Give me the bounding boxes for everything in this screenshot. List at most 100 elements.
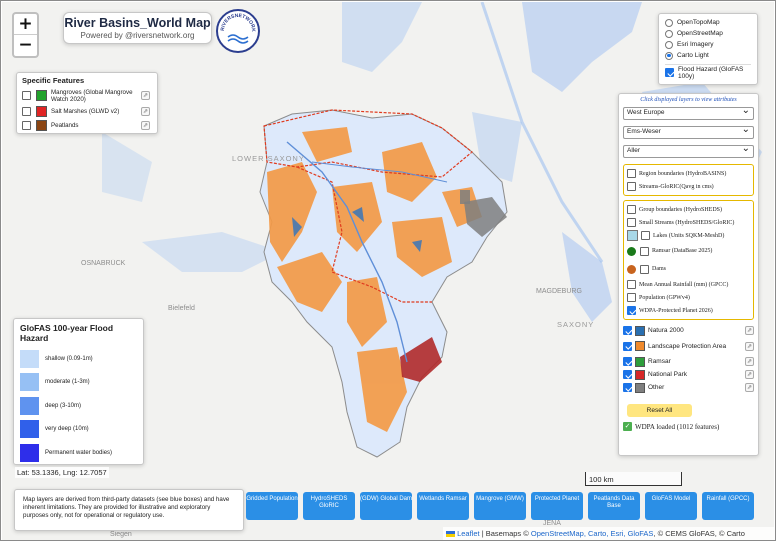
- glofas-model-button[interactable]: GloFAS Model: [645, 492, 697, 520]
- flood-overlay-toggle[interactable]: Flood Hazard (GloFAS 100y): [665, 66, 751, 80]
- coordinates-readout: Lat: 53.1336, Lng: 12.7057: [15, 467, 109, 478]
- wdpa-checkbox[interactable]: [623, 357, 632, 366]
- hydrosheds-gloric-button[interactable]: HydroSHEDS GloRIC: [303, 492, 355, 520]
- wdpa-checkbox[interactable]: [623, 341, 632, 351]
- basemap-option[interactable]: OpenTopoMap: [665, 17, 751, 28]
- attribution-sep: | Basemaps ©: [479, 529, 531, 538]
- zoom-out-button[interactable]: −: [18, 35, 33, 55]
- city-label: Bielefeld: [168, 305, 195, 312]
- layer-row[interactable]: Dams: [627, 260, 750, 278]
- pin-icon[interactable]: ⇗: [141, 106, 150, 116]
- pin-icon[interactable]: ⇗: [141, 120, 150, 130]
- salt-marshes-label: Salt Marshes (GLWD v2): [51, 107, 120, 115]
- wdpa-row[interactable]: Landscape Protection Area ⇗: [623, 337, 754, 355]
- layer-label: Group boundaries (HydroSHEDS): [639, 206, 722, 213]
- pin-icon[interactable]: ⇗: [745, 370, 754, 379]
- radio-button[interactable]: [665, 40, 673, 49]
- peatlands-label: Peatlands: [51, 121, 79, 129]
- region-select[interactable]: West Europe: [623, 105, 754, 120]
- radio-button[interactable]: [665, 18, 673, 27]
- reset-all-button[interactable]: Reset All: [627, 404, 692, 417]
- gridded-population-button[interactable]: Gridded Population: [246, 492, 298, 520]
- wdpa-categories: Natura 2000 ⇗ Landscape Protection Area ⇗ …: [623, 324, 754, 394]
- wdpa-status: ✓ WDPA loaded (1012 features): [623, 422, 754, 431]
- basemap-switcher: OpenTopoMap OpenStreetMap Esri Imagery C…: [658, 13, 758, 85]
- wdpa-swatch: [635, 325, 645, 336]
- pin-icon[interactable]: ⇗: [745, 341, 754, 351]
- mangroves-label: Mangroves (Global Mangrove Watch 2020): [51, 88, 133, 103]
- layer-label: Population (GPWv4): [639, 294, 690, 301]
- attribution-links[interactable]: OpenStreetMap, Carto, Esri, GloFAS: [530, 529, 654, 538]
- layer-checkbox[interactable]: [627, 306, 636, 315]
- layer-checkbox[interactable]: [627, 218, 636, 227]
- pin-icon[interactable]: ⇗: [745, 326, 754, 335]
- svg-text:RIVERSNETWORK.ORG: RIVERSNETWORK.ORG: [218, 11, 256, 32]
- layer-row[interactable]: Region boundaries (HydroBASINS): [627, 167, 750, 180]
- wetlands-ramsar-button[interactable]: Wetlands Ramsar: [417, 492, 469, 520]
- layer-checkbox[interactable]: [627, 182, 636, 191]
- wdpa-row[interactable]: Other ⇗: [623, 381, 754, 394]
- layer-row[interactable]: WDPA-Protected Planet 2026): [627, 304, 750, 317]
- layer-row[interactable]: Group boundaries (HydroSHEDS): [627, 203, 750, 216]
- legend-label: moderate (1-3m): [45, 379, 90, 386]
- wdpa-row[interactable]: National Park ⇗: [623, 368, 754, 381]
- pin-icon[interactable]: ⇗: [141, 91, 150, 100]
- wdpa-checkbox[interactable]: [623, 370, 632, 379]
- map-title: River Basins_World Map: [64, 16, 211, 30]
- pin-icon[interactable]: ⇗: [745, 357, 754, 366]
- global-dam-button[interactable]: (GDW) Global Dam: [360, 492, 412, 520]
- peatlands-button[interactable]: Peatlands Data Base: [588, 492, 640, 520]
- layer-checkbox[interactable]: [640, 264, 649, 274]
- basemap-option[interactable]: Esri Imagery: [665, 39, 751, 50]
- layer-checkbox[interactable]: [641, 231, 650, 240]
- layer-row[interactable]: Ramsar (DataBase 2025): [627, 242, 750, 260]
- layer-checkbox[interactable]: [627, 205, 636, 214]
- city-label: MAGDEBURG: [536, 288, 582, 295]
- layer-row[interactable]: Mean Annual Rainfall (mm) (GPCC): [627, 278, 750, 291]
- basin-select[interactable]: Ems-Weser: [623, 124, 754, 139]
- logo-text: RIVERSNETWORK.ORG: [216, 7, 256, 32]
- radio-button[interactable]: [665, 29, 673, 38]
- wdpa-row[interactable]: Natura 2000 ⇗: [623, 324, 754, 337]
- leaflet-link[interactable]: Leaflet: [457, 529, 480, 538]
- radio-button[interactable]: [665, 51, 673, 60]
- layer-checkbox[interactable]: [640, 246, 649, 256]
- basemap-label: OpenTopoMap: [677, 19, 720, 26]
- subbasin-select[interactable]: Aller: [623, 143, 754, 158]
- mangrove-button[interactable]: Mangrove (GMW): [474, 492, 526, 520]
- wdpa-swatch: [635, 341, 645, 351]
- layer-label: Streams-GloRIC(Qavg in cms): [639, 183, 714, 190]
- flood-overlay-checkbox[interactable]: [665, 68, 674, 77]
- layer-checkbox[interactable]: [627, 169, 636, 178]
- flood-legend-heading: GloFAS 100-year Flood Hazard: [20, 323, 114, 343]
- wdpa-checkbox[interactable]: [623, 326, 632, 335]
- basemap-label: Esri Imagery: [677, 41, 714, 48]
- basemap-option[interactable]: Carto Light: [665, 50, 751, 61]
- layer-row[interactable]: Lakes (Units SQKM-MeshD): [627, 229, 750, 242]
- layer-row[interactable]: Population (GPWv4): [627, 291, 750, 304]
- scale-bar: 100 km: [585, 472, 682, 486]
- zoom-in-button[interactable]: +: [14, 14, 37, 35]
- layer-row[interactable]: Streams-GloRIC(Qavg in cms): [627, 180, 750, 193]
- legend-item: shallow (0.09-1m): [20, 347, 137, 371]
- layer-checkbox[interactable]: [627, 280, 636, 289]
- wdpa-checkbox[interactable]: [623, 383, 632, 392]
- layer-checkbox[interactable]: [627, 293, 636, 302]
- legend-item: Permanent water bodies): [20, 441, 137, 465]
- feature-row-mangroves: Mangroves (Global Mangrove Watch 2020) ⇗: [22, 87, 152, 104]
- layer-row[interactable]: Small Streams (HydroSHEDS/GloRIC): [627, 216, 750, 229]
- basemap-option[interactable]: OpenStreetMap: [665, 28, 751, 39]
- protected-planet-button[interactable]: Protected Planet: [531, 492, 583, 520]
- salt-marshes-checkbox[interactable]: [22, 106, 31, 116]
- peatlands-checkbox[interactable]: [22, 120, 31, 130]
- legend-item: moderate (1-3m): [20, 371, 137, 395]
- wdpa-row[interactable]: Ramsar ⇗: [623, 355, 754, 368]
- wdpa-swatch: [635, 369, 645, 380]
- rainfall-button[interactable]: Rainfall (GPCC): [702, 492, 754, 520]
- legend-item: very deep (10m): [20, 418, 137, 442]
- mangroves-checkbox[interactable]: [22, 91, 31, 100]
- pin-icon[interactable]: ⇗: [745, 383, 754, 392]
- legend-label: very deep (10m): [45, 426, 89, 433]
- wdpa-label: National Park: [648, 371, 688, 378]
